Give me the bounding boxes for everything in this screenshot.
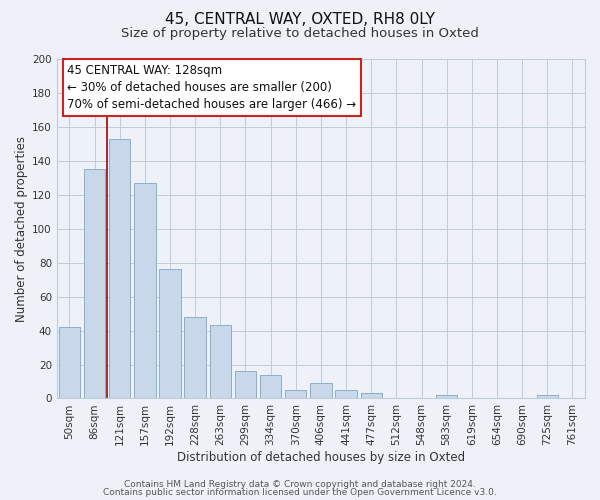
Text: Contains HM Land Registry data © Crown copyright and database right 2024.: Contains HM Land Registry data © Crown c… [124,480,476,489]
Bar [436,395,457,398]
X-axis label: Distribution of detached houses by size in Oxted: Distribution of detached houses by size … [177,451,465,464]
Bar [59,327,80,398]
Text: 45 CENTRAL WAY: 128sqm
← 30% of detached houses are smaller (200)
70% of semi-de: 45 CENTRAL WAY: 128sqm ← 30% of detached… [67,64,356,111]
Bar [134,183,155,398]
Bar [184,317,206,398]
Bar [335,390,357,398]
Bar [209,326,231,398]
Bar [84,170,105,398]
Y-axis label: Number of detached properties: Number of detached properties [15,136,28,322]
Bar [235,372,256,398]
Bar [361,394,382,398]
Text: 45, CENTRAL WAY, OXTED, RH8 0LY: 45, CENTRAL WAY, OXTED, RH8 0LY [165,12,435,28]
Bar [260,374,281,398]
Bar [109,139,130,398]
Bar [310,383,332,398]
Bar [159,270,181,398]
Bar [536,395,558,398]
Text: Size of property relative to detached houses in Oxted: Size of property relative to detached ho… [121,28,479,40]
Bar [285,390,307,398]
Text: Contains public sector information licensed under the Open Government Licence v3: Contains public sector information licen… [103,488,497,497]
